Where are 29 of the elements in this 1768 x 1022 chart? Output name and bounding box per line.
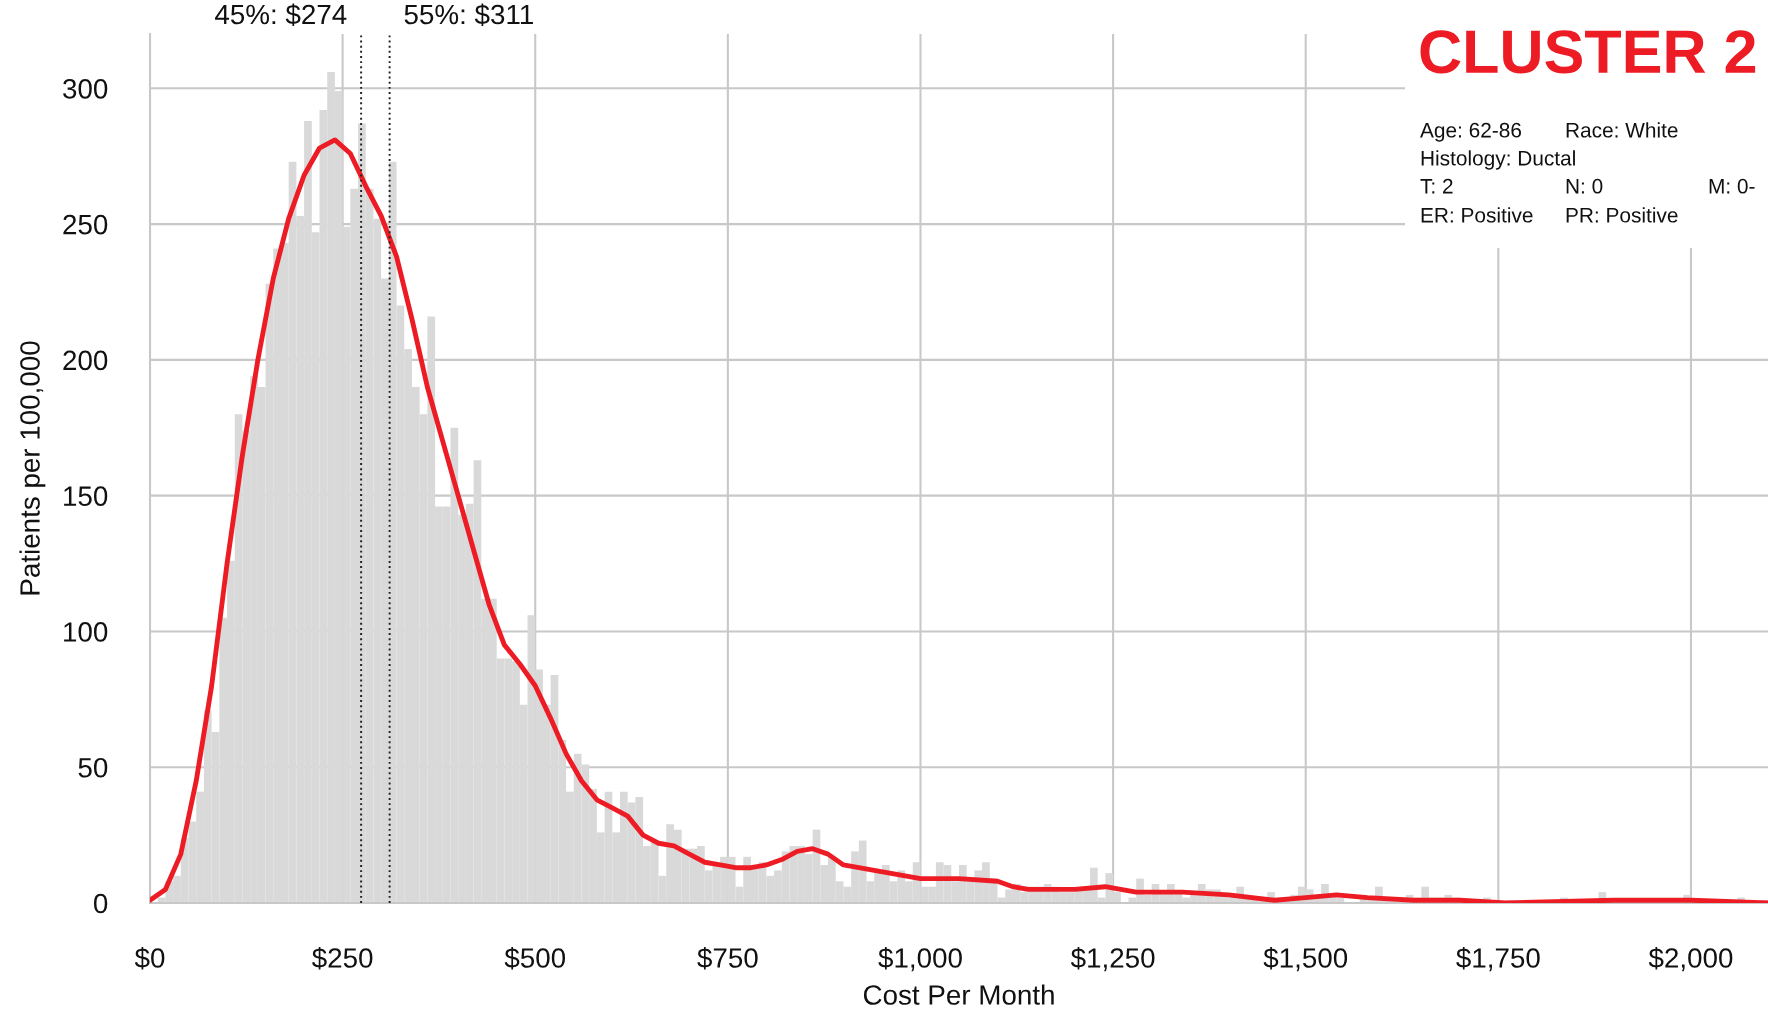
y-tick-label: 250 <box>63 214 108 235</box>
x-tick-label: $750 <box>697 947 758 970</box>
annotation: ER: Positive <box>1421 207 1533 223</box>
y-tick-label: 50 <box>78 757 108 778</box>
annotation: Race: White <box>1566 122 1678 138</box>
x-tick-label: $1,000 <box>878 947 962 972</box>
chart-title: CLUSTER 2 <box>1420 30 1756 74</box>
x-axis-title: Cost Per Month <box>863 984 1054 1005</box>
y-tick-label: 0 <box>93 893 108 914</box>
annotation: T: 2 <box>1420 178 1453 194</box>
x-tick-label: $250 <box>312 947 373 970</box>
y-tick-label: 200 <box>63 350 108 371</box>
y-tick-label: 100 <box>64 622 108 642</box>
x-tick-label: $1,500 <box>1263 947 1348 972</box>
y-tick-label: 150 <box>64 486 108 506</box>
x-tick-label: $0 <box>134 947 165 970</box>
ref-line-label: 55%: $311 <box>404 3 533 26</box>
annotation: M: 0- <box>1709 178 1755 194</box>
y-axis-title: Patients per 100,000 <box>19 341 46 595</box>
x-tick-label: $1,750 <box>1456 947 1540 972</box>
ref-line-label: 45%: $274 <box>215 3 347 26</box>
y-tick-label: 300 <box>63 78 108 99</box>
x-tick-label: $500 <box>504 947 566 970</box>
annotation: Age: 62-86 <box>1420 122 1522 142</box>
x-tick-label: $1,250 <box>1070 947 1155 972</box>
annotation: PR: Positive <box>1566 207 1678 223</box>
annotation: Histology: Ductal <box>1421 150 1575 170</box>
annotation: N: 0 <box>1566 178 1603 194</box>
x-tick-label: $2,000 <box>1648 947 1733 972</box>
